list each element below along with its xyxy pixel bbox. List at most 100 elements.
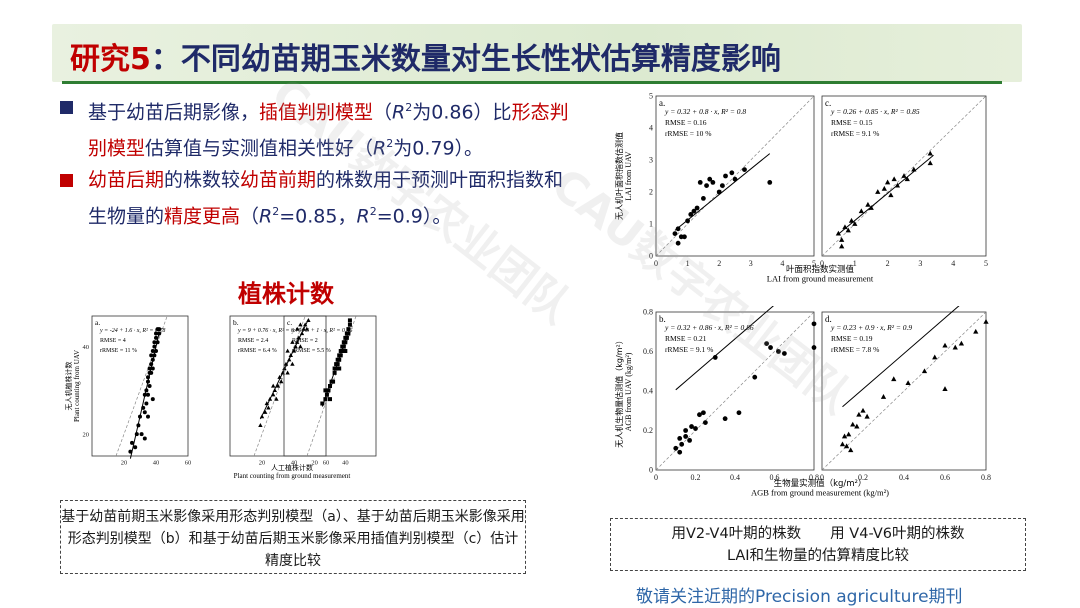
data-point bbox=[952, 344, 958, 350]
plot-frame bbox=[91, 315, 189, 457]
data-point bbox=[811, 321, 817, 327]
data-point bbox=[722, 416, 728, 422]
y-tick-label: 1 bbox=[649, 220, 653, 229]
caption-right-line1: 用V2-V4叶期的株数 用 V4-V6叶期的株数 bbox=[671, 526, 965, 542]
data-point bbox=[927, 160, 933, 166]
title-underline bbox=[62, 81, 1002, 84]
data-point bbox=[274, 396, 279, 401]
title-prefix: 研究5 bbox=[70, 42, 151, 77]
data-point bbox=[693, 426, 698, 431]
data-point bbox=[729, 170, 735, 176]
data-point bbox=[154, 331, 158, 336]
data-point bbox=[675, 240, 681, 246]
rrmse-label: rRMSE = 10 % bbox=[665, 129, 712, 138]
x-tick-label: 60 bbox=[323, 460, 330, 467]
superscript: 2 bbox=[272, 204, 280, 218]
panel-label: a. bbox=[659, 98, 665, 108]
data-point bbox=[320, 401, 325, 406]
bullet-square-icon bbox=[60, 173, 73, 187]
data-point bbox=[704, 183, 709, 188]
data-point bbox=[271, 383, 276, 388]
fit-equation: y = 1.3 + 1 · x, R² = 0.86 bbox=[291, 328, 352, 334]
fit-equation: y = 0.26 + 0.85 · x, R² = 0.85 bbox=[830, 107, 920, 116]
data-point bbox=[677, 436, 683, 441]
y-axis-label-en: LAI from UAV bbox=[624, 151, 633, 200]
y-tick-label: 4 bbox=[649, 124, 653, 133]
x-tick-label: 3 bbox=[749, 259, 753, 268]
data-point bbox=[958, 340, 965, 346]
data-point bbox=[347, 322, 352, 327]
data-point bbox=[683, 434, 689, 439]
regression-line bbox=[321, 327, 351, 407]
panel-label: c. bbox=[825, 98, 831, 108]
data-point bbox=[290, 339, 295, 344]
data-point bbox=[884, 179, 891, 185]
data-point bbox=[144, 401, 149, 406]
data-point bbox=[973, 328, 979, 334]
data-point bbox=[328, 397, 332, 402]
data-point bbox=[683, 428, 689, 433]
rrmse-label: rRMSE = 9.1 % bbox=[831, 129, 879, 138]
bullet-2-text: =0.9）。 bbox=[376, 204, 452, 227]
data-point bbox=[860, 407, 866, 413]
rmse-label: RMSE = 2.4 bbox=[238, 338, 268, 344]
data-point bbox=[154, 335, 158, 340]
x-tick-label: 0.6 bbox=[770, 473, 780, 482]
x-tick-label: 0.2 bbox=[691, 473, 701, 482]
regression-line bbox=[674, 153, 771, 231]
plant-count-charts: 20 40 60 20 40 a.y = -24 + 1.6 · x, R² = 0.78… bbox=[64, 315, 377, 480]
plot-frame bbox=[283, 315, 377, 457]
bullet-2-highlight: 幼苗后期 bbox=[88, 168, 165, 191]
regression-line bbox=[129, 332, 160, 459]
data-point bbox=[304, 326, 309, 331]
data-point bbox=[736, 410, 742, 416]
y-tick-label: 40 bbox=[83, 344, 90, 351]
data-point bbox=[678, 234, 684, 240]
r-squared-symbol: R bbox=[392, 101, 406, 124]
data-point bbox=[331, 379, 336, 384]
data-point bbox=[921, 368, 928, 374]
data-point bbox=[266, 405, 271, 410]
data-point bbox=[764, 341, 769, 346]
data-point bbox=[781, 351, 787, 356]
x-tick-label: 0 bbox=[654, 473, 658, 482]
regression-line bbox=[842, 306, 960, 408]
plant-count-heading: 植株计数 bbox=[238, 280, 334, 308]
y-tick-label: 0.2 bbox=[643, 426, 653, 435]
data-point bbox=[150, 366, 155, 371]
agb-charts: 0 0.2 0.4 0.6 0.800.20.40.60.8b.y = 0.32 + 0… bbox=[614, 306, 991, 498]
data-point bbox=[337, 366, 342, 371]
data-point bbox=[776, 349, 781, 354]
x-tick-label: 0.8 bbox=[809, 473, 819, 482]
one-to-one-line bbox=[655, 95, 815, 257]
y-tick-label: 2 bbox=[649, 188, 653, 197]
data-point bbox=[130, 440, 134, 445]
x-tick-label: 0.6 bbox=[940, 473, 950, 482]
one-to-one-line bbox=[253, 315, 306, 457]
rrmse-label: rRMSE = 6.4 % bbox=[238, 348, 277, 354]
rrmse-label: rRMSE = 9.1 % bbox=[665, 345, 713, 354]
data-point bbox=[881, 185, 887, 191]
x-tick-label: 20 bbox=[259, 460, 266, 467]
data-point bbox=[843, 443, 850, 449]
data-point bbox=[285, 370, 290, 375]
x-tick-label: 2 bbox=[886, 259, 890, 268]
x-tick-label: 0 bbox=[654, 259, 658, 268]
x-axis-label-cn: 生物量实测值（kg/m²） bbox=[774, 478, 867, 489]
x-axis-label-en: LAI from ground measurement bbox=[767, 274, 874, 284]
plot-frame bbox=[655, 311, 815, 471]
data-point bbox=[710, 180, 716, 185]
plot-frame bbox=[229, 315, 327, 457]
rmse-label: RMSE = 2 bbox=[292, 338, 318, 344]
r-squared-symbol: R bbox=[356, 204, 370, 227]
x-tick-label: 0.8 bbox=[981, 473, 991, 482]
plot-frame bbox=[821, 311, 987, 471]
rrmse-label: rRMSE = 7.8 % bbox=[831, 345, 879, 354]
bullet-2-text: =0.85， bbox=[279, 204, 357, 227]
x-tick-label: 2 bbox=[717, 259, 721, 268]
bullet-2: 幼苗后期的株数较幼苗前期的株数用于预测叶面积指数和生物量的精度更高（R2=0.8… bbox=[60, 165, 580, 232]
data-point bbox=[303, 322, 308, 327]
data-point bbox=[905, 380, 911, 386]
fit-equation: y = 0.23 + 0.9 · x, R² = 0.9 bbox=[830, 323, 912, 332]
panel-label: d. bbox=[825, 314, 832, 324]
